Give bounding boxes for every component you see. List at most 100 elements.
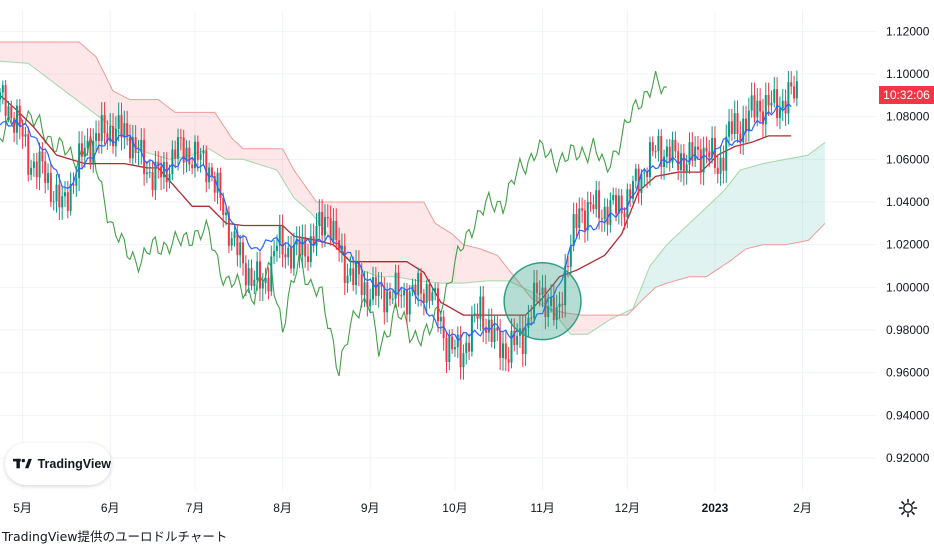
cloud-segment (593, 315, 597, 331)
candle-body (380, 281, 383, 287)
chikou-line (0, 70, 667, 377)
candle-body (151, 172, 154, 191)
cloud-segment (293, 170, 297, 201)
candle (668, 138, 671, 172)
candle (318, 199, 321, 239)
cloud-segment (172, 110, 176, 159)
cloud-segment (774, 160, 778, 245)
cloud-segment (799, 156, 803, 242)
candle-body (66, 192, 69, 211)
cloud-segment (802, 155, 806, 242)
candle-body (75, 178, 78, 186)
candle (315, 213, 318, 256)
x-tick-label: 2023 (702, 501, 729, 515)
candle-body (199, 153, 202, 160)
candle (258, 251, 261, 302)
candle (95, 120, 98, 152)
cloud-segment (760, 163, 763, 246)
candle (629, 183, 632, 208)
candle (677, 142, 680, 181)
candles (0, 70, 798, 380)
candle-body (555, 307, 558, 321)
cloud-segment (285, 154, 289, 189)
candle (453, 339, 456, 357)
candle-body (363, 282, 366, 295)
candle-body (307, 256, 310, 263)
candle-body (321, 211, 324, 236)
candle (745, 105, 748, 144)
cloud-segment (291, 164, 294, 198)
candle (442, 310, 445, 351)
cloud-segment (652, 258, 656, 290)
candle-body (13, 118, 16, 133)
candle-body (400, 295, 403, 297)
candle-body (728, 121, 731, 137)
cloud-segment (491, 253, 495, 281)
cloud-segment (282, 148, 286, 184)
candle (643, 167, 646, 187)
cloud-segment (808, 152, 812, 241)
candle (112, 113, 115, 154)
candle-body (18, 105, 21, 127)
cloud-segment (276, 148, 280, 175)
candle (179, 128, 182, 151)
cloud-segment (155, 99, 159, 156)
candle (761, 98, 764, 138)
candle-body (78, 143, 81, 179)
candle (239, 234, 242, 268)
candle-body (109, 125, 112, 142)
candle-body (617, 195, 620, 214)
candle (0, 88, 1, 113)
candle (555, 294, 558, 330)
cloud-segment (816, 146, 820, 232)
candle-body (541, 287, 544, 295)
candle (1, 80, 4, 105)
y-tick-label: 0.94000 (886, 408, 930, 422)
candle (431, 287, 434, 306)
candle-body (148, 172, 151, 174)
cloud-segment (53, 42, 57, 85)
candle (485, 318, 488, 345)
y-tick-label: 0.96000 (886, 366, 930, 380)
cloud-segment (395, 202, 399, 278)
cloud-segment (101, 68, 105, 121)
candle (705, 136, 708, 164)
cloud-segment (158, 99, 162, 157)
candle (290, 235, 293, 274)
candle (651, 136, 654, 157)
candle-body (123, 123, 126, 138)
candle-body (193, 141, 196, 169)
cloud-segment (782, 159, 786, 245)
candle (437, 282, 439, 333)
x-tick-label: 7月 (186, 501, 205, 515)
cloud-segment (62, 42, 65, 92)
candle-body (660, 135, 663, 168)
candle-body (117, 115, 120, 129)
candle-body (329, 218, 332, 240)
candle-body (225, 212, 228, 216)
candle-body (685, 164, 688, 173)
settings-gear-icon[interactable] (898, 498, 918, 518)
candle (143, 128, 146, 186)
cloud-segment (79, 42, 82, 104)
candle-body (499, 330, 502, 358)
candle-body (168, 173, 171, 183)
candle (479, 286, 482, 332)
candle (205, 145, 208, 193)
candle (247, 259, 250, 294)
candle (275, 234, 278, 262)
candle-body (739, 134, 742, 143)
candle (199, 147, 202, 173)
candle-body (778, 108, 781, 119)
candle (128, 124, 131, 164)
tradingview-logo[interactable]: TradingView (5, 443, 111, 485)
candle-body (32, 161, 35, 168)
candle-body (41, 151, 44, 162)
candle (261, 272, 264, 302)
candle (100, 102, 103, 154)
candle-body (377, 281, 380, 296)
cloud-segment (129, 99, 133, 144)
candle (451, 329, 454, 354)
candle (411, 278, 414, 297)
